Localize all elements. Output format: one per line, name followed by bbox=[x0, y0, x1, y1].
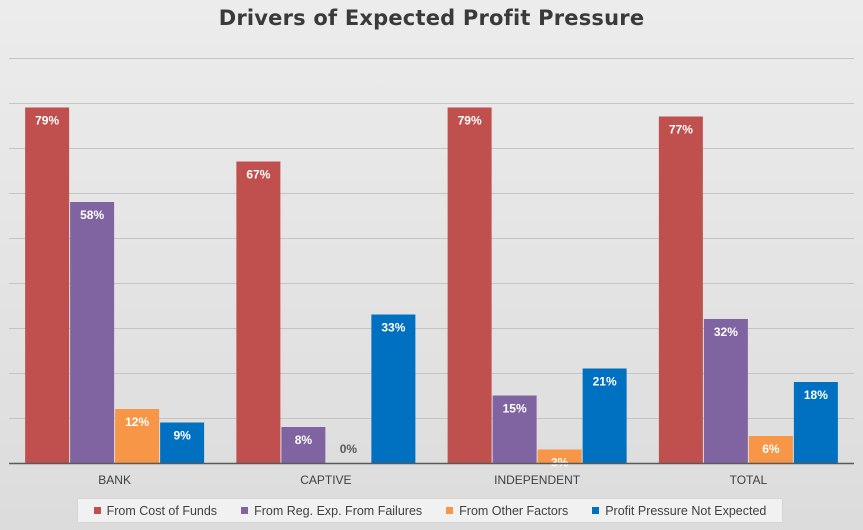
data-label: 15% bbox=[503, 402, 527, 416]
bar bbox=[70, 202, 115, 463]
bar bbox=[447, 107, 492, 463]
legend-label: From Other Factors bbox=[459, 503, 569, 518]
data-label: 79% bbox=[458, 114, 482, 128]
data-label: 12% bbox=[125, 415, 149, 429]
category-tick-label: TOTAL bbox=[730, 473, 768, 487]
bar bbox=[703, 319, 748, 463]
legend-swatch bbox=[93, 507, 101, 514]
data-label: 32% bbox=[714, 325, 738, 339]
bar bbox=[371, 314, 416, 463]
legend-label: From Cost of Funds bbox=[106, 503, 218, 518]
bar bbox=[537, 449, 582, 463]
legend-label: From Reg. Exp. From Failures bbox=[254, 503, 423, 518]
data-label: 0% bbox=[340, 442, 358, 456]
category-tick-label: CAPTIVE bbox=[300, 473, 351, 487]
legend-swatch bbox=[592, 507, 600, 514]
legend-label: Profit Pressure Not Expected bbox=[605, 503, 767, 518]
chart-title: Drivers of Expected Profit Pressure bbox=[218, 6, 645, 30]
data-label: 77% bbox=[669, 123, 693, 137]
legend-item: From Cost of Funds bbox=[93, 503, 218, 518]
data-label: 8% bbox=[295, 433, 313, 447]
bar bbox=[115, 409, 160, 463]
bar bbox=[236, 161, 281, 463]
data-label: 6% bbox=[762, 442, 780, 456]
bar bbox=[658, 116, 703, 463]
bar bbox=[793, 382, 838, 463]
data-label: 3% bbox=[551, 456, 569, 470]
data-label: 9% bbox=[173, 429, 191, 443]
data-label: 21% bbox=[593, 375, 617, 389]
category-tick-label: BANK bbox=[98, 473, 131, 487]
bar bbox=[748, 436, 793, 463]
bar bbox=[25, 107, 70, 463]
chart-legend: From Cost of Funds From Reg. Exp. From Fa… bbox=[77, 498, 783, 523]
data-label: 79% bbox=[35, 114, 59, 128]
legend-item: Profit Pressure Not Expected bbox=[592, 504, 766, 518]
data-label: 58% bbox=[80, 208, 104, 222]
legend-swatch bbox=[241, 507, 249, 514]
bar bbox=[582, 368, 627, 463]
data-label: 18% bbox=[804, 388, 828, 402]
bar bbox=[160, 422, 205, 463]
legend-swatch bbox=[446, 507, 454, 514]
legend-item: From Reg. Exp. From Failures bbox=[241, 504, 422, 518]
bar bbox=[281, 427, 326, 463]
data-label: 67% bbox=[246, 168, 270, 182]
data-label: 33% bbox=[381, 321, 405, 335]
legend-item: From Other Factors bbox=[446, 504, 568, 518]
category-tick-label: INDEPENDENT bbox=[494, 473, 581, 487]
bar bbox=[492, 395, 537, 463]
